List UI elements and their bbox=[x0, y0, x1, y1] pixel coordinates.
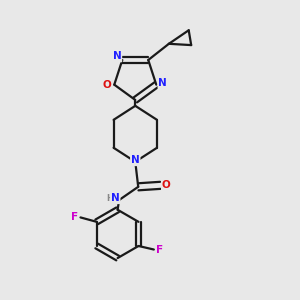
Text: N: N bbox=[112, 52, 122, 61]
Text: H: H bbox=[106, 194, 113, 203]
Text: N: N bbox=[158, 78, 167, 88]
Text: N: N bbox=[131, 155, 140, 165]
Text: N: N bbox=[111, 193, 120, 203]
Text: O: O bbox=[103, 80, 111, 90]
Text: F: F bbox=[156, 244, 163, 254]
Text: O: O bbox=[162, 180, 171, 190]
Text: F: F bbox=[71, 212, 78, 222]
